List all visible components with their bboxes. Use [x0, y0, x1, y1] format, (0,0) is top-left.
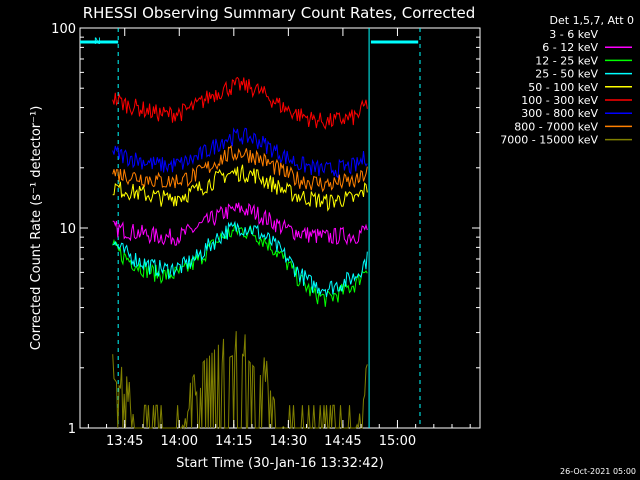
x-tick-label-3: 14:30 [270, 434, 307, 449]
legend-label-2: 12 - 25 keV [535, 54, 598, 67]
series-6-12keV [112, 202, 368, 246]
legend-label-8: 7000 - 15000 keV [500, 134, 598, 147]
series-line-7 [112, 144, 368, 193]
series-line-3 [112, 220, 368, 297]
legend-label-5: 100 - 300 keV [521, 94, 598, 107]
series-300-800keV [112, 127, 368, 179]
series-12-25keV [112, 223, 368, 307]
x-tick-label-4: 14:45 [324, 434, 361, 449]
y-tick-label-1: 10 [59, 222, 76, 237]
legend-label-7: 800 - 7000 keV [514, 120, 598, 133]
series-7000-15000keV [112, 331, 368, 430]
x-axis-label: Start Time (30-Jan-16 13:32:42) [176, 456, 384, 471]
series-25-50keV [112, 220, 368, 297]
legend-header: Det 1,5,7, Att 0 [550, 14, 634, 27]
x-axis: 13:45 14:00 14:15 14:30 14:45 15:00 [87, 28, 471, 449]
annotation-0: N [94, 37, 101, 47]
legend-label-0: 3 - 6 keV [549, 28, 598, 41]
legend-label-3: 25 - 50 keV [535, 68, 598, 81]
legend-label-6: 300 - 800 keV [521, 107, 598, 120]
legend-label-1: 6 - 12 keV [542, 41, 598, 54]
chart-title: RHESSI Observing Summary Count Rates, Co… [83, 4, 476, 22]
overlay-markers: N [80, 28, 421, 428]
series-layer [112, 76, 368, 430]
series-100-300keV [112, 76, 368, 130]
x-tick-label-0: 13:45 [106, 434, 143, 449]
series-line-2 [112, 223, 368, 307]
footer-timestamp: 26-Oct-2021 05:00 [560, 467, 636, 476]
y-tick-label-0: 1 [68, 422, 76, 437]
legend-label-4: 50 - 100 keV [528, 81, 598, 94]
series-50-100keV [112, 164, 368, 212]
series-line-6 [112, 127, 368, 179]
series-line-4 [112, 164, 368, 212]
x-tick-label-1: 14:00 [161, 434, 198, 449]
y-axis: 1 10 100 [51, 22, 480, 437]
y-tick-label-2: 100 [51, 22, 76, 37]
series-line-8 [112, 331, 368, 430]
series-line-5 [112, 76, 368, 130]
series-800-7000keV [112, 144, 368, 193]
series-3-6keV [112, 108, 368, 146]
x-tick-label-5: 15:00 [379, 434, 416, 449]
series-line-0 [112, 108, 368, 146]
x-tick-label-2: 14:15 [215, 434, 252, 449]
y-axis-label: Corrected Count Rate (s⁻¹ detector⁻¹) [29, 106, 44, 351]
series-line-1 [112, 202, 368, 246]
